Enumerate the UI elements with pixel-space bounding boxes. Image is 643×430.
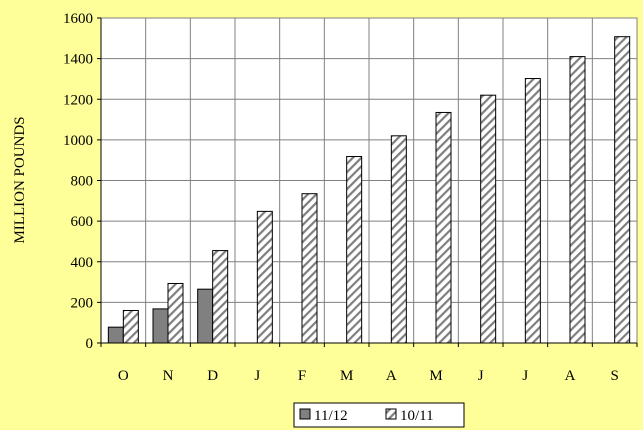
bar-11-12-N	[152, 308, 169, 344]
bar-11-12-O	[107, 326, 124, 344]
bar-10-11-A	[390, 135, 407, 344]
x-tick-label: A	[565, 368, 576, 384]
bar-10-11-M	[435, 111, 452, 344]
bar-10-11-D	[212, 250, 229, 344]
bar-11-12-D	[197, 288, 214, 344]
y-tick-label: 1200	[63, 92, 93, 108]
y-tick-label: 1400	[63, 52, 93, 68]
legend-swatch-10-11	[385, 408, 397, 420]
bar-10-11-S	[614, 36, 631, 344]
bar-10-11-J	[256, 210, 273, 344]
legend-label-11-12: 11/12	[314, 408, 348, 424]
legend-box	[293, 402, 465, 428]
legend-label-10-11: 10/11	[400, 408, 434, 424]
x-tick-label: A	[386, 368, 397, 384]
y-tick-label: 600	[71, 214, 94, 230]
bar-10-11-A	[569, 56, 586, 344]
x-tick-label: D	[207, 368, 218, 384]
x-tick-label: M	[429, 368, 442, 384]
y-tick-label: 200	[71, 295, 94, 311]
bar-10-11-F	[301, 193, 318, 344]
x-tick-label: J	[254, 368, 260, 384]
legend-swatch-11-12	[299, 408, 311, 420]
bar-10-11-J	[480, 94, 497, 344]
y-axis-ticks: 0 200 400 600 800 1000 1200 1400 1600	[63, 11, 101, 352]
y-tick-label: 400	[71, 255, 94, 271]
y-tick-label: 0	[86, 336, 94, 352]
y-axis-title: MILLION POUNDS	[12, 116, 28, 243]
bar-10-11-J	[524, 78, 541, 344]
x-tick-label: J	[478, 368, 484, 384]
x-tick-label: N	[163, 368, 174, 384]
x-tick-label: O	[118, 368, 129, 384]
legend: 11/12 10/11	[293, 402, 465, 428]
y-tick-label: 1000	[63, 133, 93, 149]
y-tick-label: 800	[71, 174, 94, 190]
x-tick-label: S	[610, 368, 618, 384]
bar-10-11-N	[167, 282, 184, 344]
x-tick-label: J	[522, 368, 528, 384]
bar-10-11-O	[122, 310, 139, 344]
bar-10-11-M	[346, 156, 363, 344]
x-tick-label: M	[340, 368, 353, 384]
y-tick-label: 1600	[63, 11, 93, 27]
x-tick-label: F	[298, 368, 306, 384]
